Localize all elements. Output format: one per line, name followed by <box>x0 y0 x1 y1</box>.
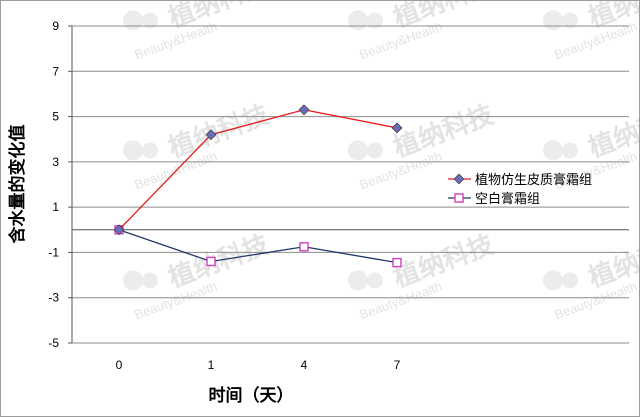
watermark-flower-icon <box>367 272 384 289</box>
watermark-text: 植纳科技 <box>389 99 497 164</box>
y-tick-label: 3 <box>52 155 59 169</box>
x-axis-title: 时间（天） <box>209 385 294 406</box>
series-plant-cream <box>113 104 403 236</box>
x-tick-label: 0 <box>116 358 123 372</box>
watermark-flower-icon <box>562 12 579 29</box>
watermark-flower-icon <box>122 270 143 291</box>
watermark-flower-icon <box>122 10 143 31</box>
legend-marker <box>454 193 464 203</box>
data-point <box>206 256 216 267</box>
tick-labels: 9 7 5 3 1 -1 -3 -5 0 1 4 7 <box>48 19 400 372</box>
y-tick-label: 1 <box>52 200 59 214</box>
watermark-flower-icon <box>367 12 384 29</box>
legend-label: 空白膏霜组 <box>475 191 540 207</box>
watermark-text: 植纳科技 <box>164 99 272 164</box>
watermark-flower-icon <box>347 140 368 161</box>
data-point <box>392 257 402 268</box>
data-point <box>299 242 309 252</box>
watermark-flower-icon <box>542 140 563 161</box>
watermark-flower-icon <box>122 140 143 161</box>
data-point <box>113 224 125 236</box>
legend-item: 空白膏霜组 <box>448 191 540 207</box>
series-line <box>118 109 398 231</box>
watermark-flower-icon <box>142 272 159 289</box>
data-point <box>391 122 403 134</box>
data-point <box>298 104 310 116</box>
data-point <box>205 129 217 141</box>
watermark-text: 植纳科技 <box>164 1 272 34</box>
watermark-flower-icon <box>542 270 563 291</box>
y-axis-title: 含水量的变化值 <box>7 125 28 244</box>
watermark-flower-icon <box>347 270 368 291</box>
x-tick-label: 7 <box>394 358 401 372</box>
y-tick-label: -1 <box>48 245 59 259</box>
legend-label: 植物仿生皮质膏霜组 <box>475 172 592 188</box>
gridlines <box>72 25 629 344</box>
legend-item: 植物仿生皮质膏霜组 <box>448 172 592 188</box>
watermark-flower-icon <box>542 10 563 31</box>
watermark-text: 植纳科技 <box>389 1 497 34</box>
y-tick-label: 7 <box>52 64 59 78</box>
watermark-text: 植纳科技 <box>389 229 497 294</box>
watermark-flower-icon <box>562 272 579 289</box>
y-tick-label: 5 <box>52 110 59 124</box>
watermark-flower-icon <box>367 142 384 159</box>
watermark-flower-icon <box>347 10 368 31</box>
series-line <box>118 229 398 264</box>
watermark-flower-icon <box>142 12 159 29</box>
x-tick-label: 1 <box>208 358 215 372</box>
y-tick-label: 9 <box>52 19 59 33</box>
legend-marker <box>453 173 465 185</box>
watermark-text: 植纳科技 <box>164 229 272 294</box>
y-tick-label: -5 <box>48 336 59 350</box>
x-tick-label: 4 <box>301 358 308 372</box>
watermark-flower-icon <box>562 142 579 159</box>
y-tick-label: -3 <box>48 291 59 305</box>
series-layer <box>113 104 403 268</box>
watermark-flower-icon <box>142 142 159 159</box>
axes <box>68 25 629 344</box>
